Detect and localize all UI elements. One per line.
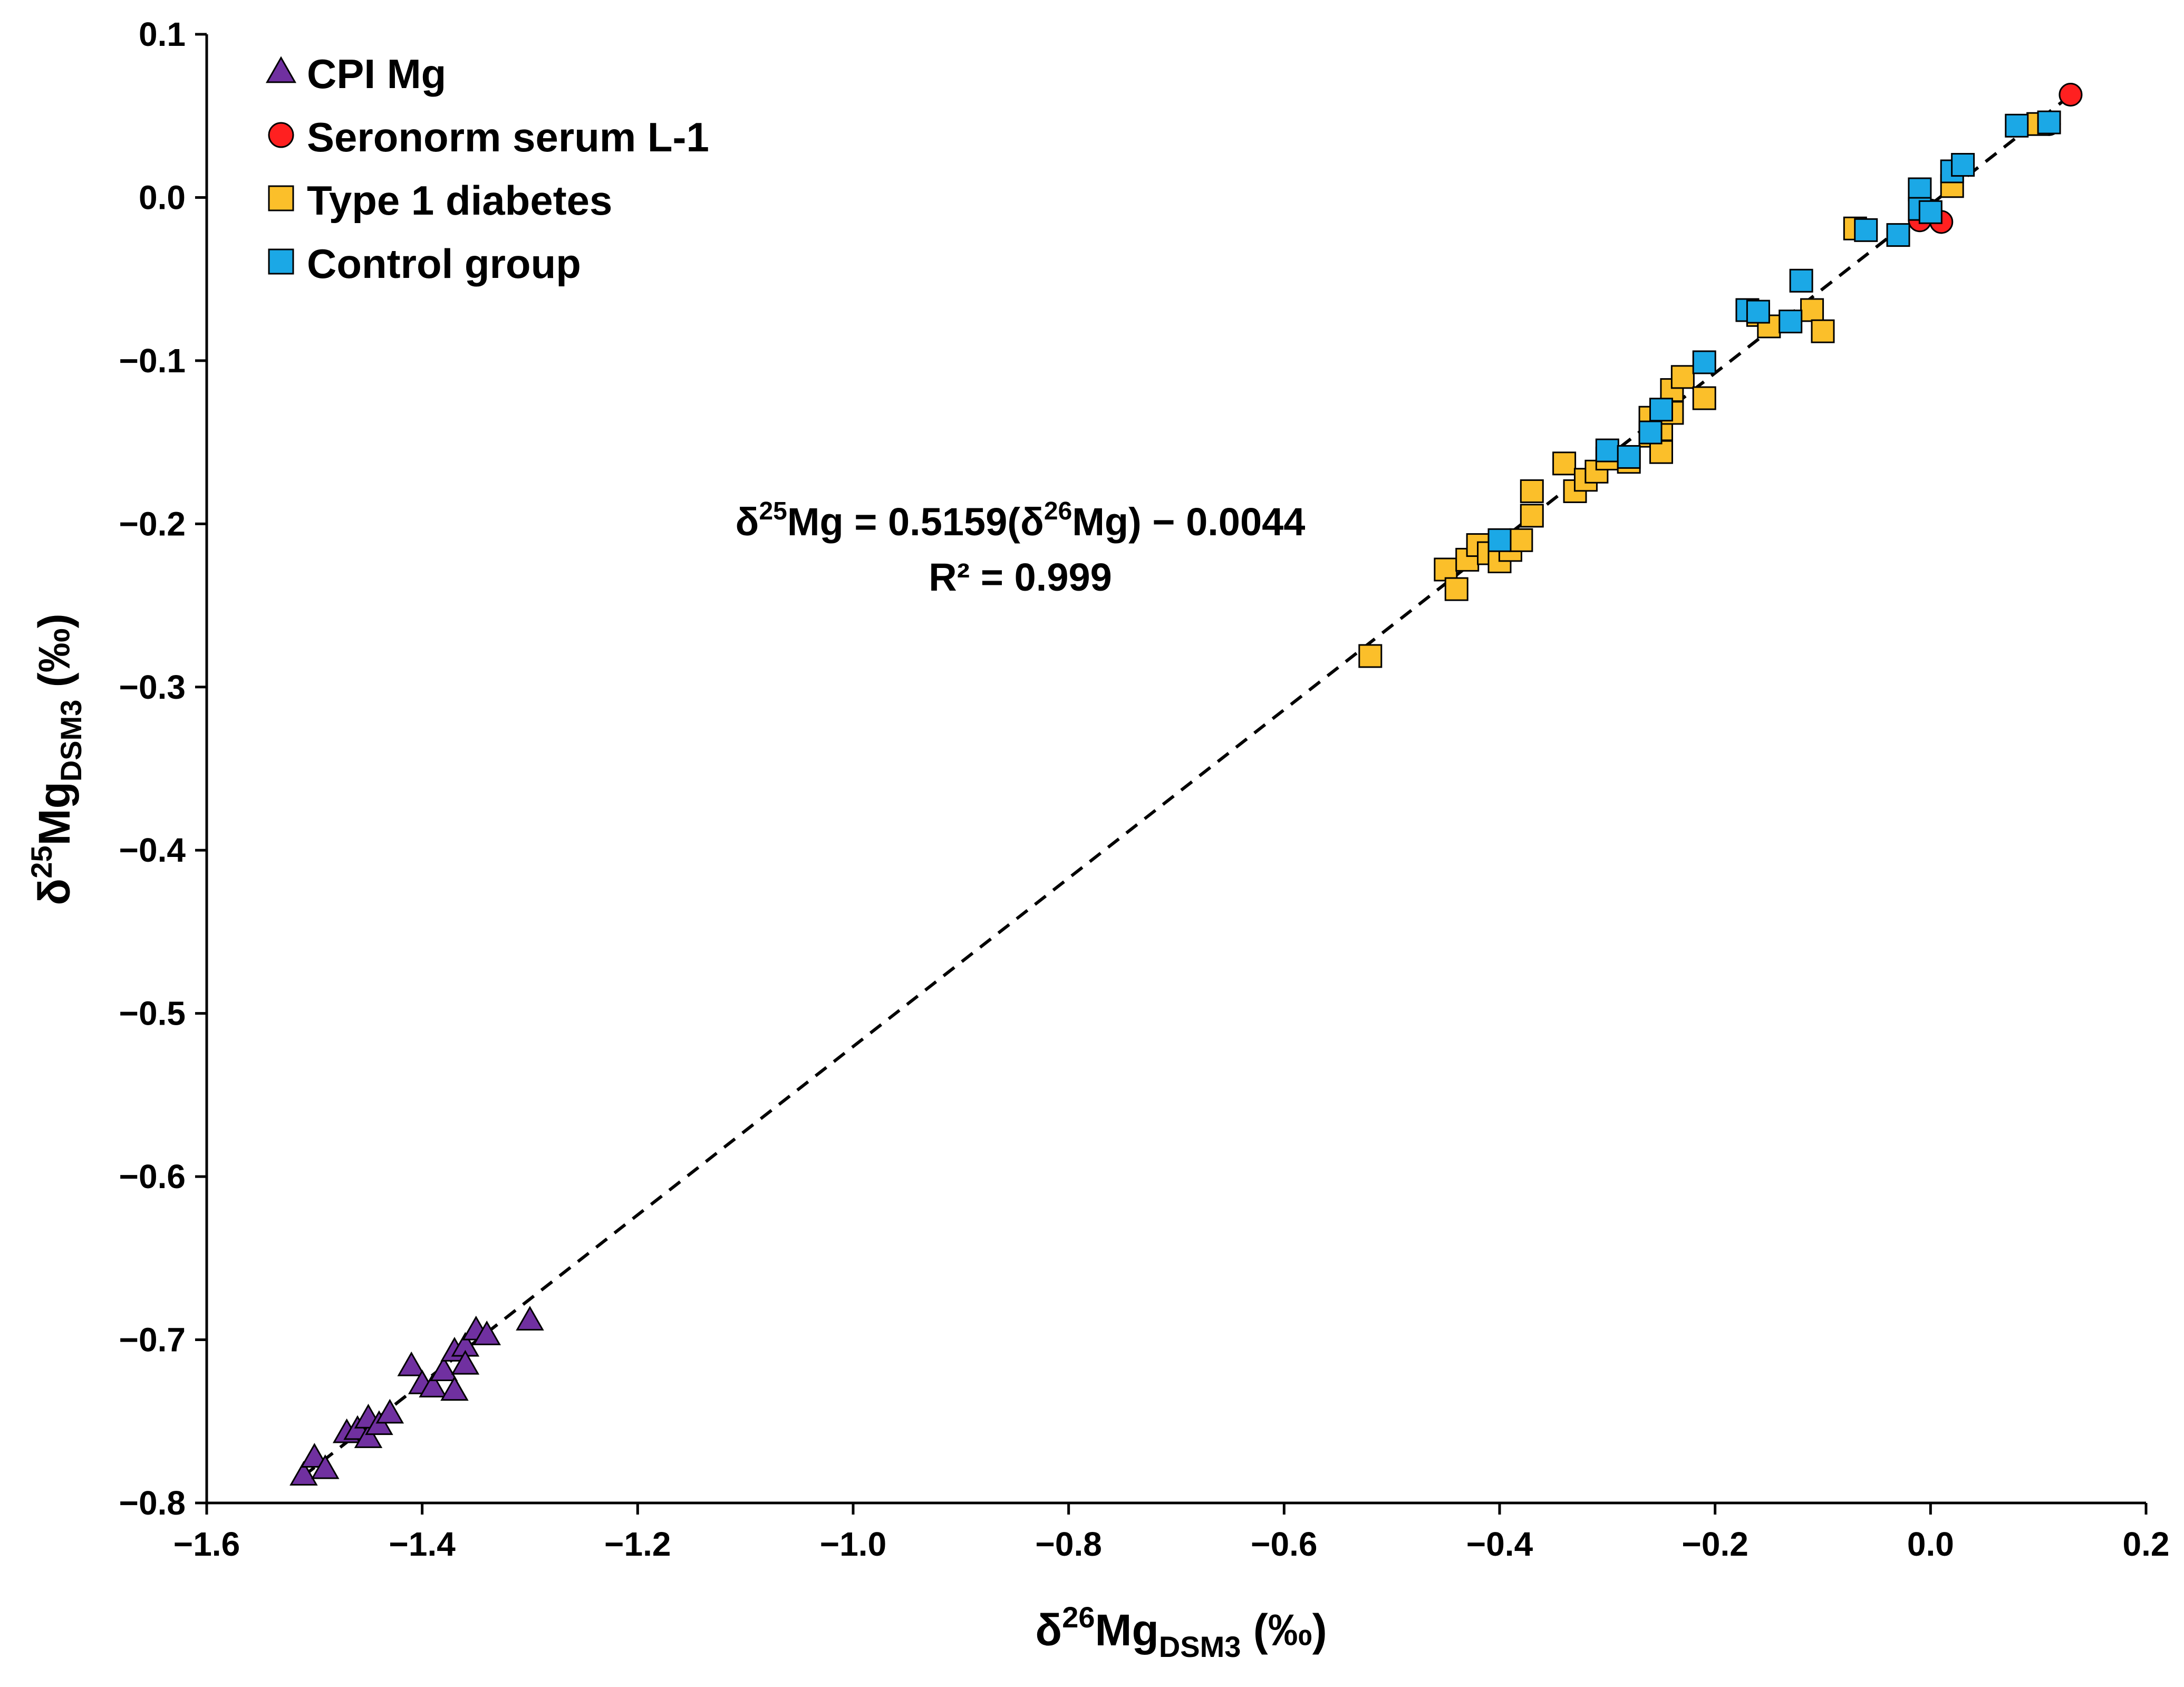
point-cpi-mg bbox=[472, 1320, 501, 1345]
fit-equation: δ25Mg = 0.5159(δ26Mg) − 0.0044 bbox=[736, 497, 1306, 544]
point-control-group bbox=[1918, 200, 1943, 224]
legend-marker-cpi-mg bbox=[265, 56, 297, 83]
point-cpi-mg bbox=[375, 1399, 404, 1424]
axes: 0.10.0−0.1−0.2−0.3−0.4−0.5−0.6−0.7−0.8−1… bbox=[119, 15, 2170, 1563]
point-control-group bbox=[1951, 153, 1975, 177]
point-cpi-mg bbox=[397, 1351, 426, 1376]
legend-marker-seronorm-serum-l-1 bbox=[268, 122, 294, 148]
point-type-1-diabetes bbox=[1520, 504, 1544, 528]
y-tick-label: −0.8 bbox=[119, 1484, 186, 1522]
legend-marker-type-1-diabetes bbox=[268, 185, 294, 211]
point-control-group bbox=[2037, 110, 2061, 134]
point-control-group bbox=[1886, 223, 1910, 247]
point-cpi-mg bbox=[516, 1306, 544, 1331]
x-tick-label: −1.2 bbox=[604, 1525, 671, 1563]
point-cpi-mg bbox=[451, 1349, 480, 1375]
y-axis-title: δ25MgDSM3 (‰) bbox=[25, 613, 88, 905]
y-tick-label: 0.1 bbox=[139, 15, 186, 53]
legend-marker-control-group bbox=[268, 248, 294, 275]
point-type-1-diabetes bbox=[1358, 644, 1383, 668]
point-type-1-diabetes bbox=[1552, 451, 1577, 476]
point-control-group bbox=[1638, 420, 1663, 445]
legend: CPI Mg Seronorm serum L-1 Type 1 diabetes C… bbox=[265, 51, 709, 287]
point-control-group bbox=[1779, 310, 1803, 334]
x-tick-label: −0.2 bbox=[1682, 1525, 1748, 1563]
y-tick-label: −0.5 bbox=[119, 995, 186, 1033]
x-tick-label: −0.6 bbox=[1251, 1525, 1317, 1563]
point-type-1-diabetes bbox=[1670, 365, 1695, 389]
r-squared-label: R² = 0.999 bbox=[929, 555, 1112, 599]
y-tick-label: 0.0 bbox=[139, 178, 186, 216]
y-tick-label: −0.2 bbox=[119, 505, 186, 543]
point-type-1-diabetes bbox=[1692, 386, 1716, 410]
y-tick-label: −0.6 bbox=[119, 1158, 186, 1196]
point-control-group bbox=[1789, 268, 1813, 293]
point-cpi-mg bbox=[311, 1454, 340, 1479]
point-control-group bbox=[1617, 445, 1641, 469]
point-cpi-mg bbox=[300, 1443, 329, 1468]
point-control-group bbox=[1746, 300, 1770, 324]
point-control-group bbox=[1908, 177, 1932, 201]
x-tick-label: −1.4 bbox=[389, 1525, 456, 1563]
point-control-group bbox=[1692, 350, 1716, 374]
point-cpi-mg bbox=[440, 1376, 469, 1401]
point-type-1-diabetes bbox=[1444, 577, 1468, 601]
point-control-group bbox=[1649, 398, 1673, 422]
y-tick-label: −0.4 bbox=[119, 831, 186, 869]
point-control-group bbox=[1854, 218, 1878, 242]
x-tick-label: −1.0 bbox=[820, 1525, 886, 1563]
legend-label-seronorm-serum-l-1: Seronorm serum L-1 bbox=[307, 114, 709, 160]
point-control-group bbox=[1487, 528, 1512, 552]
x-tick-label: −0.4 bbox=[1466, 1525, 1533, 1563]
x-tick-label: 0.2 bbox=[2123, 1525, 2170, 1563]
y-tick-label: −0.1 bbox=[119, 342, 186, 380]
point-type-1-diabetes bbox=[1800, 298, 1824, 322]
point-control-group bbox=[1595, 438, 1619, 462]
point-cpi-mg bbox=[354, 1423, 383, 1448]
x-tick-label: −0.8 bbox=[1035, 1525, 1101, 1563]
legend-label-type-1-diabetes: Type 1 diabetes bbox=[307, 177, 612, 224]
point-type-1-diabetes bbox=[1649, 440, 1673, 464]
point-cpi-mg bbox=[289, 1461, 318, 1486]
x-tick-label: −1.6 bbox=[173, 1525, 240, 1563]
y-tick-label: −0.3 bbox=[119, 668, 186, 706]
y-tick-label: −0.7 bbox=[119, 1321, 186, 1359]
point-cpi-mg bbox=[429, 1356, 458, 1381]
point-cpi-mg bbox=[419, 1373, 447, 1397]
point-type-1-diabetes bbox=[1520, 479, 1544, 503]
x-axis-title: δ26MgDSM3 (‰) bbox=[1035, 1601, 1327, 1663]
legend-label-control-group: Control group bbox=[307, 240, 581, 287]
x-tick-label: 0.0 bbox=[1907, 1525, 1954, 1563]
point-control-group bbox=[2005, 113, 2029, 138]
plot-area bbox=[289, 82, 2083, 1486]
point-seronorm-serum-l-1 bbox=[2059, 82, 2083, 107]
point-type-1-diabetes bbox=[1811, 319, 1835, 343]
legend-label-cpi-mg: CPI Mg bbox=[307, 51, 446, 97]
point-type-1-diabetes bbox=[1509, 528, 1533, 552]
